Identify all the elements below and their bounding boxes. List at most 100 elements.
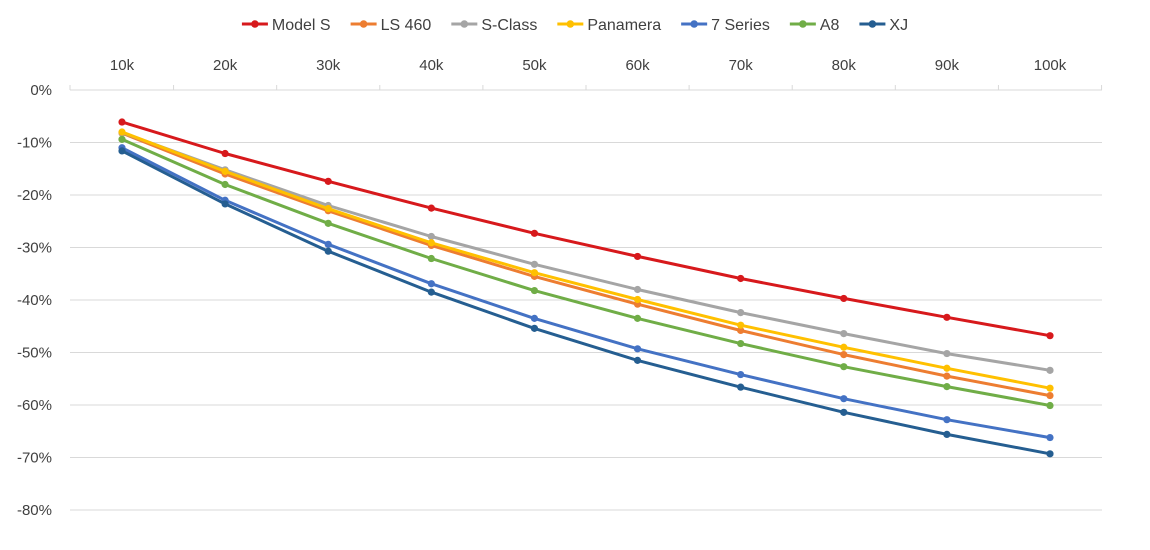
y-tick-label: -70% [17, 450, 52, 467]
data-point [840, 351, 848, 359]
legend-item: LS 460 [350, 17, 432, 34]
data-point [530, 229, 539, 237]
data-point [633, 252, 642, 261]
data-point [737, 274, 745, 283]
data-point [943, 372, 951, 380]
x-tick-label: 90k [935, 57, 960, 74]
x-tick-label: 80k [832, 57, 857, 74]
y-tick-label: -80% [17, 502, 52, 519]
legend-marker [359, 20, 368, 28]
x-tick-label: 60k [625, 57, 650, 74]
data-point [324, 177, 332, 185]
data-point [943, 364, 951, 372]
series-6 [118, 147, 1054, 458]
y-tick-label: -60% [17, 397, 52, 414]
data-point [737, 339, 745, 348]
series-3 [118, 128, 1054, 392]
data-point [427, 288, 435, 296]
data-point [221, 200, 229, 208]
data-point [221, 180, 229, 189]
legend-marker [566, 20, 575, 28]
y-axis-tick-labels: 0% -10% -20% -30% -40% -50% -60% -70% -80% [17, 82, 52, 519]
data-point [737, 326, 745, 335]
data-point [1046, 450, 1054, 458]
data-point [221, 167, 229, 175]
legend-label: S-Class [481, 17, 537, 34]
data-point [943, 313, 951, 321]
legend-marker [251, 20, 259, 28]
data-point [840, 408, 848, 416]
data-point [1046, 332, 1054, 340]
data-point [943, 416, 951, 424]
data-point [737, 383, 745, 391]
series-line [120, 149, 1052, 456]
series-0 [118, 118, 1054, 340]
data-point [1046, 391, 1054, 400]
data-point [840, 294, 848, 303]
series-line [120, 137, 1052, 407]
y-tick-label: -20% [17, 187, 52, 204]
y-tick-label: -10% [17, 135, 52, 152]
x-tick-label: 20k [213, 57, 238, 74]
data-point [840, 363, 848, 371]
data-point [840, 395, 848, 403]
data-point [427, 204, 435, 212]
series-4 [118, 144, 1054, 442]
legend-label: LS 460 [381, 17, 432, 34]
legend-item: Panamera [557, 17, 661, 34]
legend-item: Model S [241, 17, 331, 34]
x-tick-label: 30k [316, 57, 341, 74]
data-point [530, 324, 539, 332]
legend-marker [799, 20, 807, 28]
data-point [530, 314, 539, 322]
series-1 [118, 129, 1054, 400]
legend-label: A8 [820, 17, 840, 34]
legend-item: A8 [789, 17, 840, 34]
y-tick-label: -30% [17, 240, 52, 257]
data-point [1046, 401, 1054, 410]
x-axis-tick-labels: 10k 20k 30k 40k 50k 60k 70k 80k 90k 100k [110, 57, 1067, 74]
data-point [943, 383, 951, 391]
legend-item: XJ [859, 17, 908, 34]
data-point [633, 295, 642, 304]
data-point [737, 309, 745, 317]
data-point [530, 269, 539, 277]
legend-label: XJ [889, 17, 908, 34]
data-point [324, 205, 332, 213]
data-point [943, 349, 951, 358]
y-tick-label: -50% [17, 345, 52, 362]
gridlines [69, 85, 1103, 511]
data-point [324, 219, 332, 227]
series-line [120, 146, 1052, 440]
data-point [530, 286, 539, 295]
legend-label: Panamera [587, 17, 661, 34]
series-line [120, 120, 1052, 338]
legend-item: S-Class [451, 17, 537, 34]
legend-label: 7 Series [711, 17, 770, 34]
data-point [633, 314, 642, 322]
data-point [427, 232, 435, 241]
series-line [120, 131, 1052, 398]
data-point [221, 149, 229, 158]
data-point [1046, 433, 1054, 442]
legend-marker [460, 20, 469, 28]
x-tick-label: 100k [1034, 57, 1067, 74]
data-point [427, 254, 435, 263]
data-point [737, 321, 745, 329]
data-point [943, 430, 951, 438]
x-tick-label: 40k [419, 57, 444, 74]
data-point [118, 118, 126, 126]
series-line [120, 131, 1052, 372]
y-tick-label: -40% [17, 292, 52, 309]
legend-marker [690, 20, 698, 28]
data-point [427, 239, 435, 247]
series-line [120, 130, 1052, 390]
data-point [1046, 366, 1054, 374]
data-point [118, 128, 126, 136]
data-point [324, 240, 332, 248]
legend-marker [868, 20, 877, 28]
x-tick-label: 10k [110, 57, 135, 74]
series-lines [118, 118, 1054, 458]
